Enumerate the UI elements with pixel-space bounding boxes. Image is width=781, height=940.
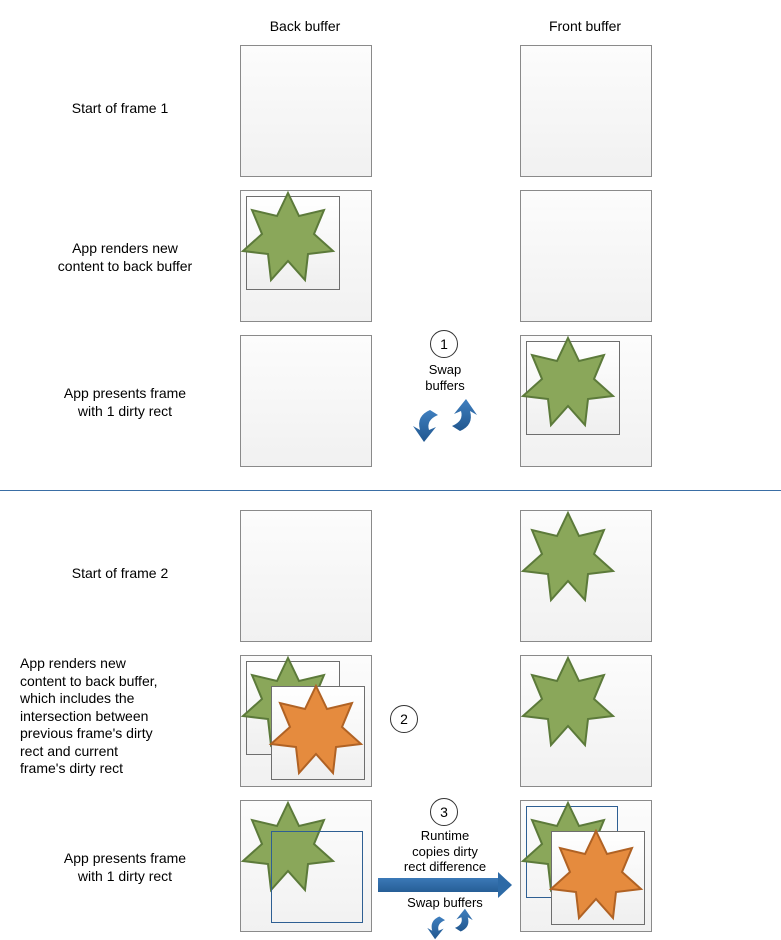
star-green-r3-front [518,333,618,433]
swap-icon-2 [415,908,485,940]
step-circle-1: 1 [430,330,458,358]
front-buffer-r5 [520,655,652,787]
star-orange-r6-front [546,826,646,926]
diagram-root: Back buffer Front buffer Start of frame … [0,0,781,915]
header-front-buffer: Front buffer [520,18,650,34]
back-buffer-r6 [240,800,372,932]
front-buffer-r2 [520,190,652,322]
row-label-render-frame2: App renders newcontent to back buffer,wh… [20,655,220,778]
swap-icon-1 [410,398,480,443]
front-buffer-r4 [520,510,652,642]
star-orange-r5-back [266,681,366,781]
step-circle-3: 3 [430,798,458,826]
back-buffer-r5 [240,655,372,787]
front-buffer-r1 [520,45,652,177]
step-label-3: Runtimecopies dirtyrect difference [400,828,490,875]
front-buffer-r6 [520,800,652,932]
front-buffer-r3 [520,335,652,467]
row-label-present-frame1: App presents framewith 1 dirty rect [30,385,220,420]
star-green-r2-back [238,188,338,288]
back-buffer-r4 [240,510,372,642]
row-label-start-frame1: Start of frame 1 [40,100,200,118]
back-buffer-r1 [240,45,372,177]
dirty-outline-r6-back [271,831,363,923]
header-back-buffer: Back buffer [240,18,370,34]
star-green-r4-front [518,508,618,608]
star-green-r5-front [518,653,618,753]
frame-divider [0,490,781,491]
row-label-present-frame2: App presents framewith 1 dirty rect [30,850,220,885]
row-label-start-frame2: Start of frame 2 [40,565,200,583]
row-label-render-frame1: App renders newcontent to back buffer [30,240,220,275]
back-buffer-r2 [240,190,372,322]
copy-arrow-icon [378,878,498,892]
step-label-1: Swapbuffers [410,362,480,393]
back-buffer-r3 [240,335,372,467]
step-circle-2: 2 [390,705,418,733]
